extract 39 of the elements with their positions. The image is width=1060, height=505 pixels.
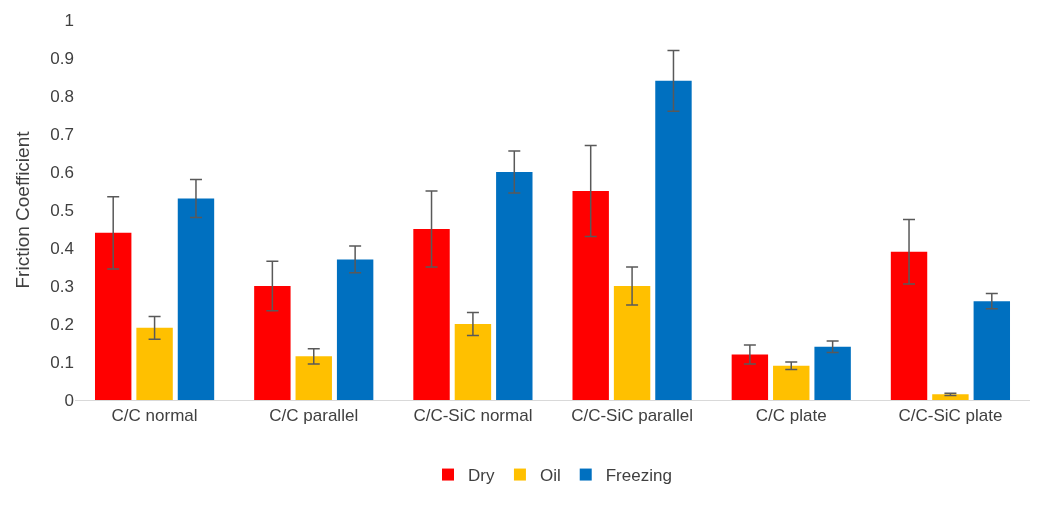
y-tick-label: 0.8 — [50, 86, 74, 106]
y-tick-label: 0.3 — [50, 276, 74, 296]
y-axis-title: Friction Coefficient — [12, 130, 34, 289]
y-tick-label: 1 — [64, 10, 74, 30]
x-tick-label: C/C normal — [111, 406, 198, 426]
y-tick-label: 0.4 — [50, 238, 74, 258]
y-tick-label: 0 — [64, 390, 74, 410]
bar — [890, 251, 928, 400]
bar — [814, 346, 851, 400]
bar — [731, 354, 769, 400]
bar — [413, 229, 450, 400]
bar — [496, 172, 533, 400]
y-tick-label: 0.9 — [50, 48, 74, 68]
x-tick-label: C/C-SiC plate — [898, 406, 1003, 426]
y-tick-label: 0.6 — [50, 162, 74, 182]
bar — [454, 324, 492, 400]
bar — [655, 80, 692, 400]
bar — [295, 356, 332, 400]
bar — [613, 286, 651, 400]
y-tick-label: 0.2 — [50, 314, 74, 334]
legend-label: Dry — [468, 466, 495, 486]
bar — [336, 259, 374, 400]
x-tick-label: C/C parallel — [269, 406, 359, 426]
x-tick-label: C/C-SiC parallel — [571, 406, 694, 426]
bar — [932, 394, 969, 400]
bar — [773, 365, 810, 400]
legend-label: Oil — [539, 466, 561, 486]
y-tick-label: 0.7 — [50, 124, 74, 144]
x-tick-label: C/C-SiC normal — [413, 406, 533, 426]
bar — [973, 301, 1011, 400]
y-tick-label: 0.1 — [50, 352, 74, 372]
bar — [177, 198, 215, 400]
x-tick-label: C/C plate — [755, 406, 827, 426]
bar — [572, 191, 609, 400]
bar — [94, 232, 132, 400]
bar — [136, 327, 173, 400]
y-tick-label: 0.5 — [50, 200, 74, 220]
bar — [254, 286, 291, 400]
legend-label: Freezing — [605, 466, 672, 486]
